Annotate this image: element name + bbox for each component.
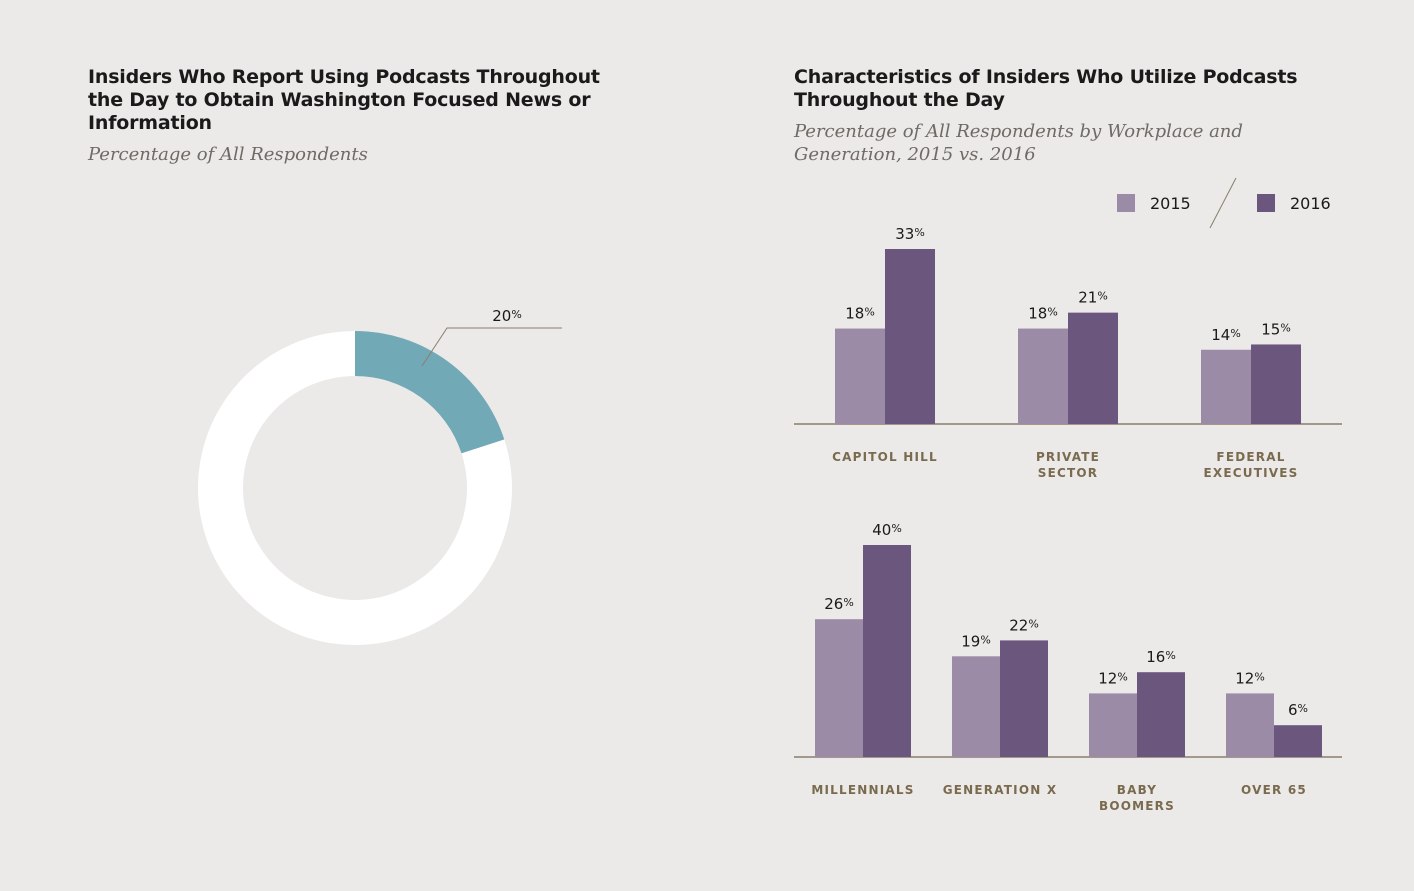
generation-category-label: GENERATION X [943, 783, 1058, 797]
generation-bar-2015-2 [1089, 693, 1137, 757]
generation-bar-2016-3 [1274, 725, 1322, 757]
workplace-value-label-2015-2: 14% [1211, 326, 1241, 344]
workplace-value-label-2015-0: 18% [845, 305, 875, 323]
generation-value-label-2015-1: 19% [961, 632, 991, 650]
workplace-value-label-2015-1: 18% [1028, 305, 1058, 323]
donut-chart-subtitle: Percentage of All Respondents [88, 144, 368, 165]
workplace-category-label: SECTOR [1038, 466, 1098, 480]
workplace-bar-2016-0 [885, 249, 935, 424]
generation-bar-2016-2 [1137, 672, 1185, 757]
legend-label-2015: 2015 [1150, 194, 1191, 213]
legend-divider [1209, 177, 1237, 229]
generation-bar-2016-1 [1000, 640, 1048, 757]
generation-category-label: MILLENNIALS [811, 783, 914, 797]
donut-leader-line [421, 327, 562, 367]
generation-value-label-2016-1: 22% [1009, 616, 1039, 634]
workplace-category-label: PRIVATE [1036, 450, 1100, 464]
workplace-value-label-2016-2: 15% [1261, 320, 1291, 338]
workplace-bar-2015-1 [1018, 328, 1068, 424]
legend-swatch-2016 [1257, 194, 1275, 212]
generation-value-label-2016-2: 16% [1146, 648, 1176, 666]
generation-bar-2015-0 [815, 619, 863, 757]
bar-chart-subtitle: Percentage of All Respondents by Workpla… [794, 121, 1243, 165]
legend-label-2016: 2016 [1290, 194, 1331, 213]
workplace-bar-2015-2 [1201, 349, 1251, 424]
workplace-bar-2015-0 [835, 328, 885, 424]
workplace-value-label-2016-1: 21% [1078, 289, 1108, 307]
workplace-bar-2016-1 [1068, 312, 1118, 424]
workplace-category-label: EXECUTIVES [1204, 466, 1299, 480]
donut-chart-title: Insiders Who Report Using Podcasts Throu… [88, 66, 600, 134]
generation-value-label-2015-0: 26% [824, 595, 854, 613]
generation-value-label-2015-3: 12% [1235, 669, 1265, 687]
donut-value-label: 20% [492, 307, 522, 325]
workplace-category-label: FEDERAL [1216, 450, 1285, 464]
generation-bar-2015-3 [1226, 693, 1274, 757]
donut-slice-value [355, 331, 505, 454]
workplace-category-label: CAPITOL HILL [832, 450, 938, 464]
workplace-value-label-2016-0: 33% [895, 225, 925, 243]
workplace-bar-2016-2 [1251, 344, 1301, 424]
legend-swatch-2015 [1117, 194, 1135, 212]
generation-category-label: BOOMERS [1099, 799, 1175, 813]
generation-category-label: BABY [1117, 783, 1157, 797]
generation-bar-2016-0 [863, 545, 911, 757]
generation-bar-2015-1 [952, 656, 1000, 757]
generation-value-label-2016-0: 40% [872, 521, 902, 539]
generation-category-label: OVER 65 [1241, 783, 1307, 797]
generation-value-label-2016-3: 6% [1288, 701, 1308, 719]
bar-chart-title: Characteristics of Insiders Who Utilize … [794, 66, 1298, 111]
generation-value-label-2015-2: 12% [1098, 669, 1128, 687]
